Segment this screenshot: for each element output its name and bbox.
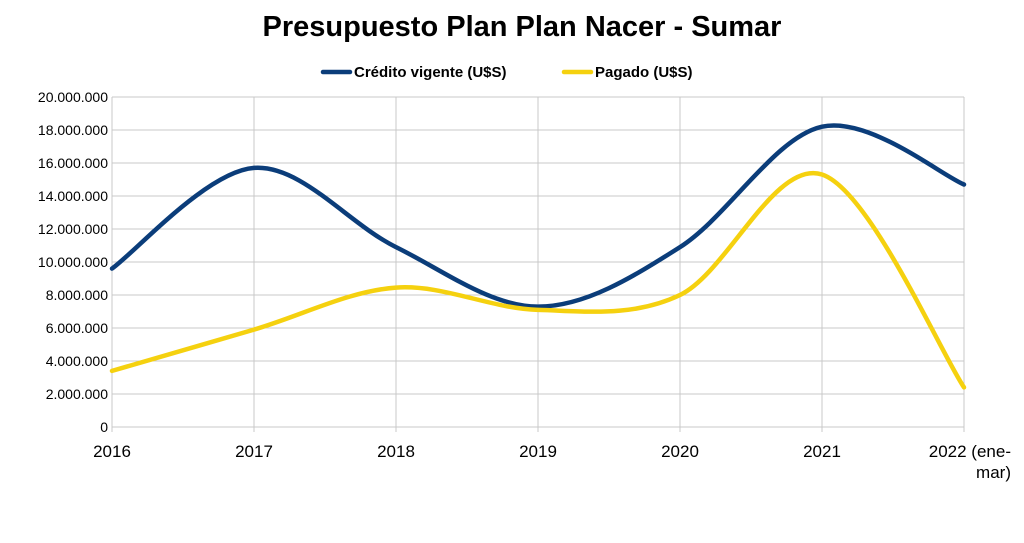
- chart-title: Presupuesto Plan Plan Nacer - Sumar: [263, 11, 782, 43]
- legend: Crédito vigente (U$S) Pagado (U$S): [320, 64, 693, 81]
- y-tick-label: 8.000.000: [46, 287, 108, 303]
- x-tick-label: 2019: [519, 442, 557, 461]
- series-line-credito-vigente: [109, 123, 967, 309]
- y-tick-label: 16.000.000: [38, 155, 108, 171]
- series-lines: [109, 123, 967, 390]
- y-tick-label: 20.000.000: [38, 89, 108, 105]
- x-axis-ticks: 2016 2017 2018 2019 2020 2021 2022 (ene-mar): [93, 442, 1011, 482]
- series-line-pagado: [109, 170, 967, 390]
- y-tick-label: 2.000.000: [46, 386, 108, 402]
- legend-label-pagado: Pagado (U$S): [595, 64, 693, 81]
- y-axis-ticks: 0 2.000.000 4.000.000 6.000.000 8.000.000 10.…: [38, 89, 108, 435]
- y-tick-label: 18.000.000: [38, 122, 108, 138]
- x-tick-label: 2018: [377, 442, 415, 461]
- legend-label-credito: Crédito vigente (U$S): [354, 64, 507, 81]
- y-tick-label: 12.000.000: [38, 221, 108, 237]
- y-tick-label: 4.000.000: [46, 353, 108, 369]
- y-tick-label: 10.000.000: [38, 254, 108, 270]
- y-tick-label: 14.000.000: [38, 188, 108, 204]
- x-tick-label: 2016: [93, 442, 131, 461]
- x-tick-label: 2022 (ene-mar): [929, 442, 1011, 482]
- x-tick-label: 2020: [661, 442, 699, 461]
- gridlines: [111, 96, 965, 432]
- y-tick-label: 6.000.000: [46, 320, 108, 336]
- x-tick-label: 2017: [235, 442, 273, 461]
- y-tick-label: 0: [100, 419, 108, 435]
- x-tick-label: 2021: [803, 442, 841, 461]
